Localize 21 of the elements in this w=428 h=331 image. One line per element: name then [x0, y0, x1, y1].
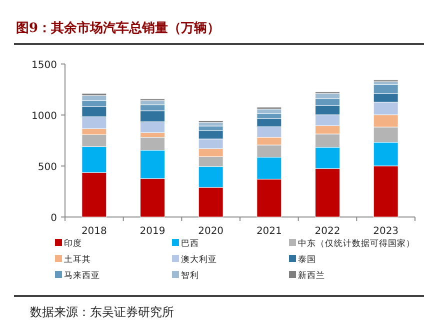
legend-label: 巴西: [181, 239, 199, 249]
y-tick-label: 500: [38, 162, 57, 173]
legend-label: 泰国: [298, 254, 316, 265]
legend-label: 新西兰: [298, 270, 325, 281]
legend-label: 土耳其: [64, 254, 91, 265]
x-tick-label: 2022: [314, 226, 340, 237]
x-tick-label: 2018: [81, 226, 107, 237]
legend-label: 马来西亚: [64, 270, 100, 281]
source-note: 数据来源：东吴证券研究所: [30, 305, 174, 319]
legend-label: 中东（仅统计数据可得国家）: [298, 238, 415, 249]
chart-title: 图9：其余市场汽车总销量（万辆）: [16, 20, 220, 36]
x-tick-label: 2019: [140, 226, 166, 237]
legend-label: 智利: [181, 270, 199, 281]
y-tick-label: 0: [50, 213, 57, 224]
legend-label: 印度: [64, 238, 82, 249]
x-tick-label: 2023: [373, 226, 399, 237]
y-tick-label: 1000: [32, 111, 57, 122]
y-tick-label: 1500: [32, 60, 57, 71]
legend-label: 澳大利亚: [181, 254, 217, 265]
x-tick-label: 2020: [198, 226, 224, 237]
x-tick-label: 2021: [256, 226, 282, 237]
